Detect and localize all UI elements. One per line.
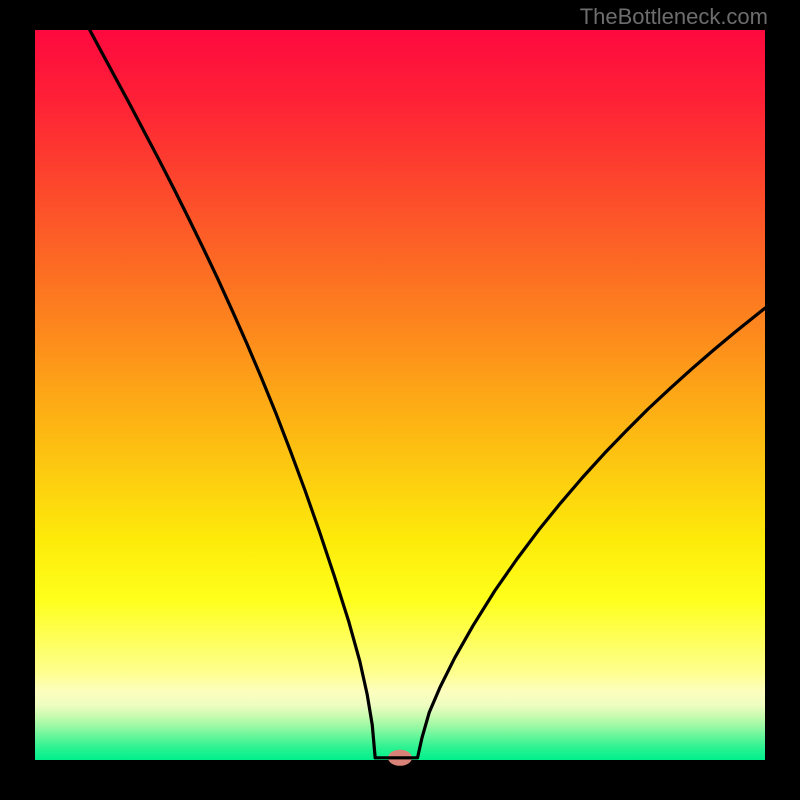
- bottleneck-chart: [0, 0, 800, 800]
- watermark-text: TheBottleneck.com: [580, 4, 768, 30]
- chart-stage: TheBottleneck.com: [0, 0, 800, 800]
- plot-background: [35, 30, 765, 760]
